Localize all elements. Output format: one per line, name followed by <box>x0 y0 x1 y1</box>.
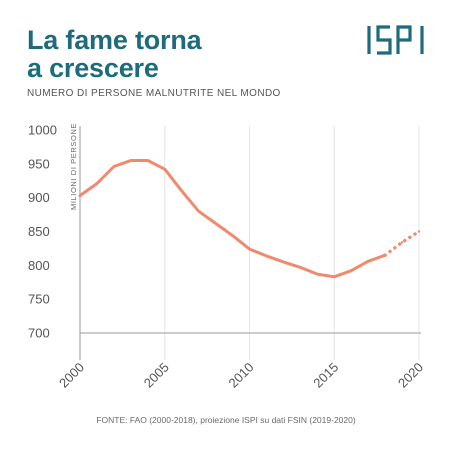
x-tick-label: 2015 <box>310 360 341 391</box>
chart-subtitle: NUMERO DI PERSONE MALNUTRITE NEL MONDO <box>27 88 281 99</box>
data-point <box>383 253 387 257</box>
title-line-1: La fame torna <box>27 25 202 55</box>
chart-title: La fame torna a crescere <box>27 25 202 83</box>
y-tick-label: 700 <box>28 326 50 341</box>
title-line-2: a crescere <box>27 53 159 83</box>
data-point <box>400 241 404 244</box>
y-tick-label: 950 <box>28 156 50 171</box>
source-note: FONTE: FAO (2000-2018), proiezione ISPI … <box>96 415 356 425</box>
y-tick-label: 800 <box>28 258 50 273</box>
y-tick-label: 750 <box>28 292 50 307</box>
data-point <box>417 230 421 233</box>
projection-line <box>383 229 421 257</box>
ispi-logo <box>367 25 424 55</box>
y-tick-label: 1000 <box>28 123 57 138</box>
y-axis-title: MILIONI DI PERSONE <box>69 123 78 210</box>
x-tick-label: 2020 <box>395 360 426 391</box>
y-tick-label: 900 <box>28 190 50 205</box>
x-tick-label: 2000 <box>56 360 87 391</box>
x-tick-label: 2005 <box>141 360 172 391</box>
data-line <box>78 159 387 279</box>
y-tick-label: 850 <box>28 224 50 239</box>
x-tick-label: 2010 <box>226 360 257 391</box>
